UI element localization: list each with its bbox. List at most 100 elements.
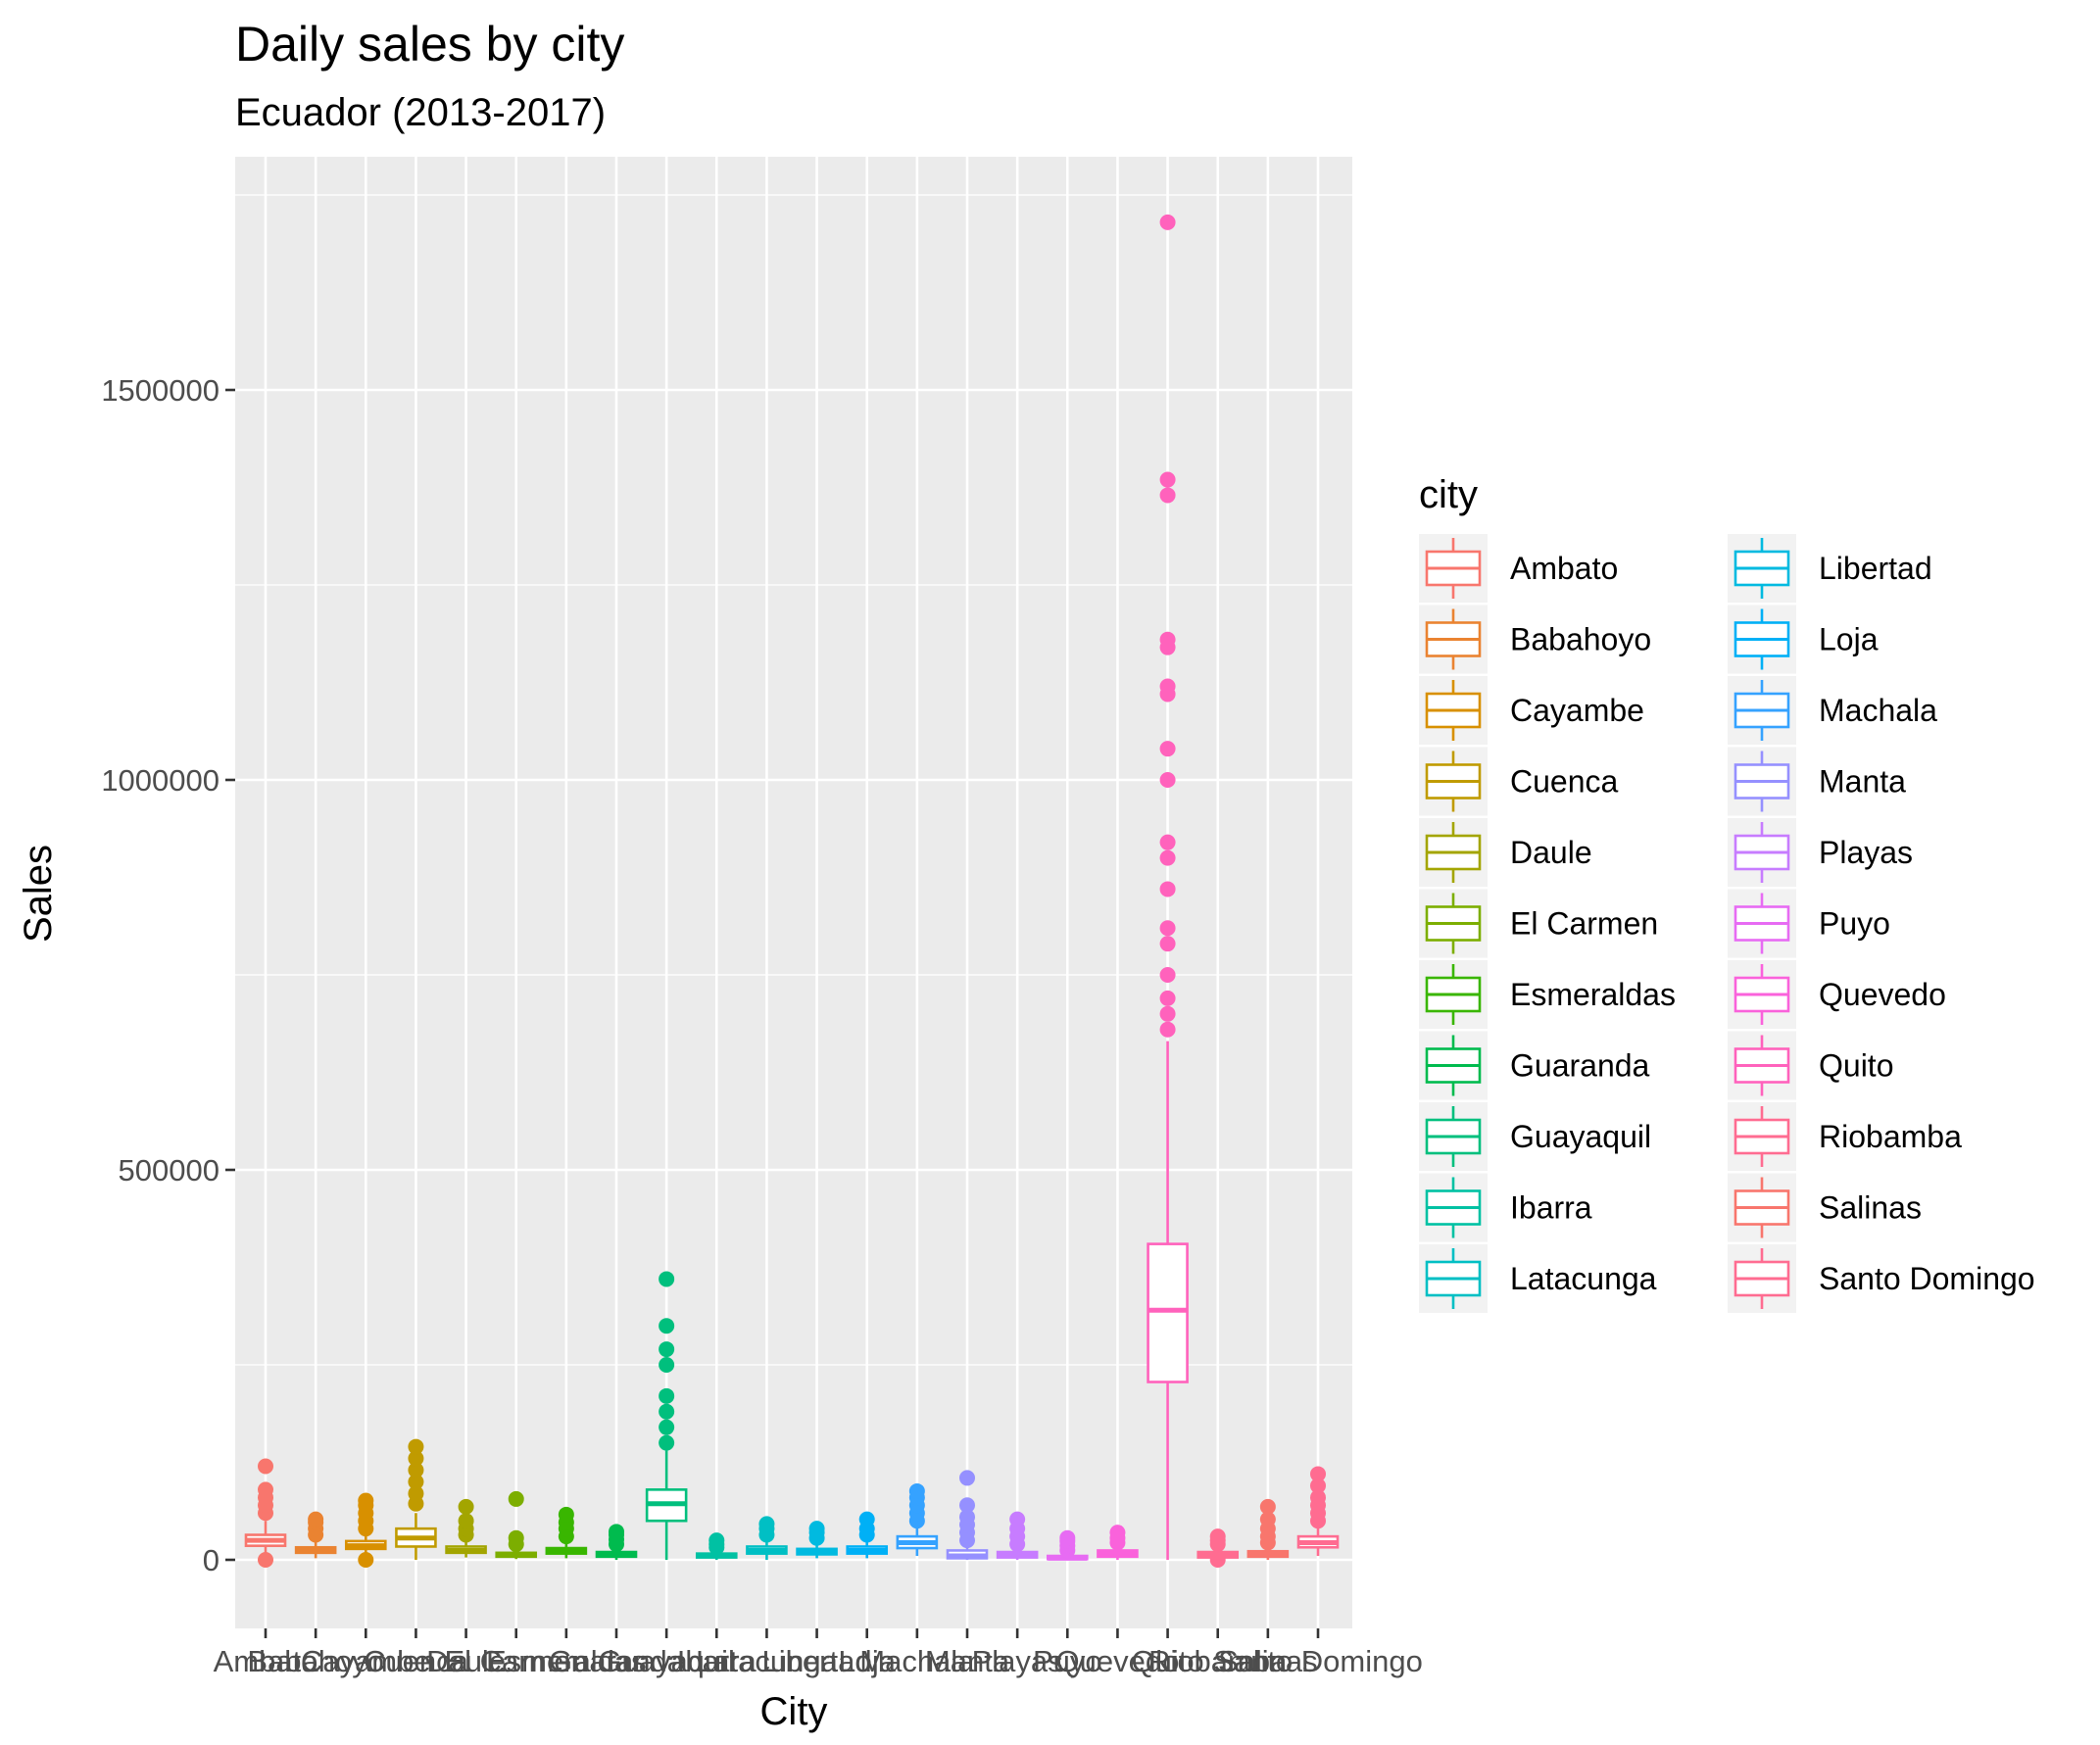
legend-label: Ambato [1510, 551, 1618, 586]
legend-label: Puyo [1819, 906, 1890, 942]
outlier-point [1159, 990, 1176, 1006]
legend-label: Manta [1819, 764, 1906, 800]
outlier-point [1159, 936, 1176, 952]
legend-label: Ibarra [1510, 1190, 1592, 1226]
boxplot-quito [1147, 214, 1189, 1560]
x-tick-label: Santo Domingo [1213, 1644, 1423, 1678]
outlier-point [558, 1506, 574, 1523]
outlier-point [358, 1552, 374, 1568]
legend-label: Playas [1819, 835, 1913, 870]
boxplot-el-carmen [495, 1490, 538, 1560]
legend-item-manta: Manta [1728, 747, 1906, 816]
boxplot-daule [445, 1498, 487, 1558]
legend-label: Quito [1819, 1048, 1893, 1084]
legend-item-guaranda: Guaranda [1419, 1031, 1650, 1100]
boxplot-puyo [1046, 1529, 1089, 1561]
boxplot-quevedo [1097, 1525, 1139, 1560]
boxplot-riobamba [1197, 1528, 1240, 1568]
outlier-point [758, 1516, 775, 1532]
outlier-point [258, 1481, 273, 1498]
outlier-point [1159, 631, 1176, 648]
legend-item-loja: Loja [1728, 605, 1879, 674]
legend-label: Latacunga [1510, 1261, 1657, 1296]
outlier-point [408, 1450, 424, 1467]
outlier-point [1009, 1511, 1026, 1527]
legend-item-cuenca: Cuenca [1419, 747, 1619, 816]
outlier-point [609, 1524, 624, 1540]
y-tick-label: 500000 [119, 1153, 220, 1188]
legend-item-ibarra: Ibarra [1419, 1173, 1592, 1242]
x-axis-title: City [760, 1690, 828, 1733]
legend-item-esmeraldas: Esmeraldas [1419, 960, 1676, 1029]
legend-label: El Carmen [1510, 906, 1658, 942]
outlier-point [959, 1470, 975, 1486]
x-tick-label: Machala [859, 1644, 975, 1678]
y-axis: 0 500000 1000000 1500000 [101, 373, 235, 1577]
legend-label: Libertad [1819, 551, 1932, 586]
outlier-point [408, 1474, 424, 1490]
x-tick-label: Guaranda [549, 1644, 685, 1678]
x-tick-label: Loja [838, 1644, 896, 1678]
legend-item-santo-domingo: Santo Domingo [1728, 1244, 2035, 1313]
legend-item-latacunga: Latacunga [1419, 1244, 1657, 1313]
outlier-point [508, 1490, 524, 1507]
x-tick-label: Manta [925, 1644, 1010, 1678]
legend-label: Quevedo [1819, 977, 1946, 1012]
plot-panel [235, 157, 1352, 1628]
x-tick-label: Quevedo [1056, 1644, 1180, 1678]
legend-label: Riobamba [1819, 1119, 1962, 1154]
legend-label: Babahoyo [1510, 622, 1651, 657]
outlier-point [659, 1387, 675, 1404]
x-tick-label: Riobamba [1148, 1644, 1288, 1678]
legend-item-babahoyo: Babahoyo [1419, 605, 1651, 674]
outlier-point [1159, 741, 1176, 757]
x-tick-label: El Carmen [444, 1644, 587, 1678]
legend-label: Salinas [1819, 1190, 1922, 1226]
y-tick-label: 0 [203, 1543, 220, 1577]
legend-item-quito: Quito [1728, 1031, 1893, 1100]
legend-item-puyo: Puyo [1728, 889, 1890, 958]
legend-item-el-carmen: El Carmen [1419, 889, 1658, 958]
outlier-point [408, 1462, 424, 1478]
outlier-point [1159, 967, 1176, 983]
y-tick-label: 1000000 [101, 763, 220, 798]
boxplot-salinas [1246, 1498, 1290, 1560]
outlier-point [1159, 834, 1176, 850]
legend-label: Esmeraldas [1510, 977, 1676, 1012]
boxplot-cuenca [395, 1438, 437, 1560]
outlier-point [1310, 1466, 1326, 1482]
outlier-point [1159, 772, 1176, 788]
y-tick-label: 1500000 [101, 373, 220, 408]
boxplot-esmeraldas [545, 1506, 588, 1559]
boxplot-babahoyo [294, 1511, 337, 1559]
outlier-point [959, 1509, 975, 1526]
outlier-point [1259, 1511, 1276, 1527]
boxplots [244, 214, 1340, 1568]
x-tick-label: Latacunga [696, 1644, 839, 1678]
x-tick-label: Babahoyo [247, 1644, 384, 1678]
boxplot-playas [996, 1511, 1039, 1560]
outlier-point [1259, 1498, 1276, 1515]
outlier-point [659, 1318, 675, 1334]
boxplot-libertad [796, 1521, 838, 1559]
outlier-point [508, 1529, 524, 1546]
outlier-point [1159, 471, 1176, 488]
outlier-point [659, 1419, 675, 1435]
outlier-point [1310, 1489, 1326, 1506]
x-tick-label: Ibarra [677, 1644, 757, 1678]
outlier-point [408, 1438, 424, 1455]
outlier-point [1159, 1005, 1176, 1022]
boxplot-manta [946, 1470, 989, 1560]
legend-label: Cayambe [1510, 693, 1644, 728]
boxplot-ambato [244, 1458, 287, 1568]
outlier-point [458, 1513, 474, 1529]
x-tick-label: Quito [1132, 1644, 1204, 1678]
boxplot-guaranda [595, 1524, 638, 1560]
legend-label: Santo Domingo [1819, 1261, 2035, 1296]
outlier-point [659, 1341, 675, 1358]
legend-label: Machala [1819, 693, 1937, 728]
outlier-point [258, 1552, 273, 1568]
boxplot-santo-domingo [1296, 1466, 1340, 1557]
